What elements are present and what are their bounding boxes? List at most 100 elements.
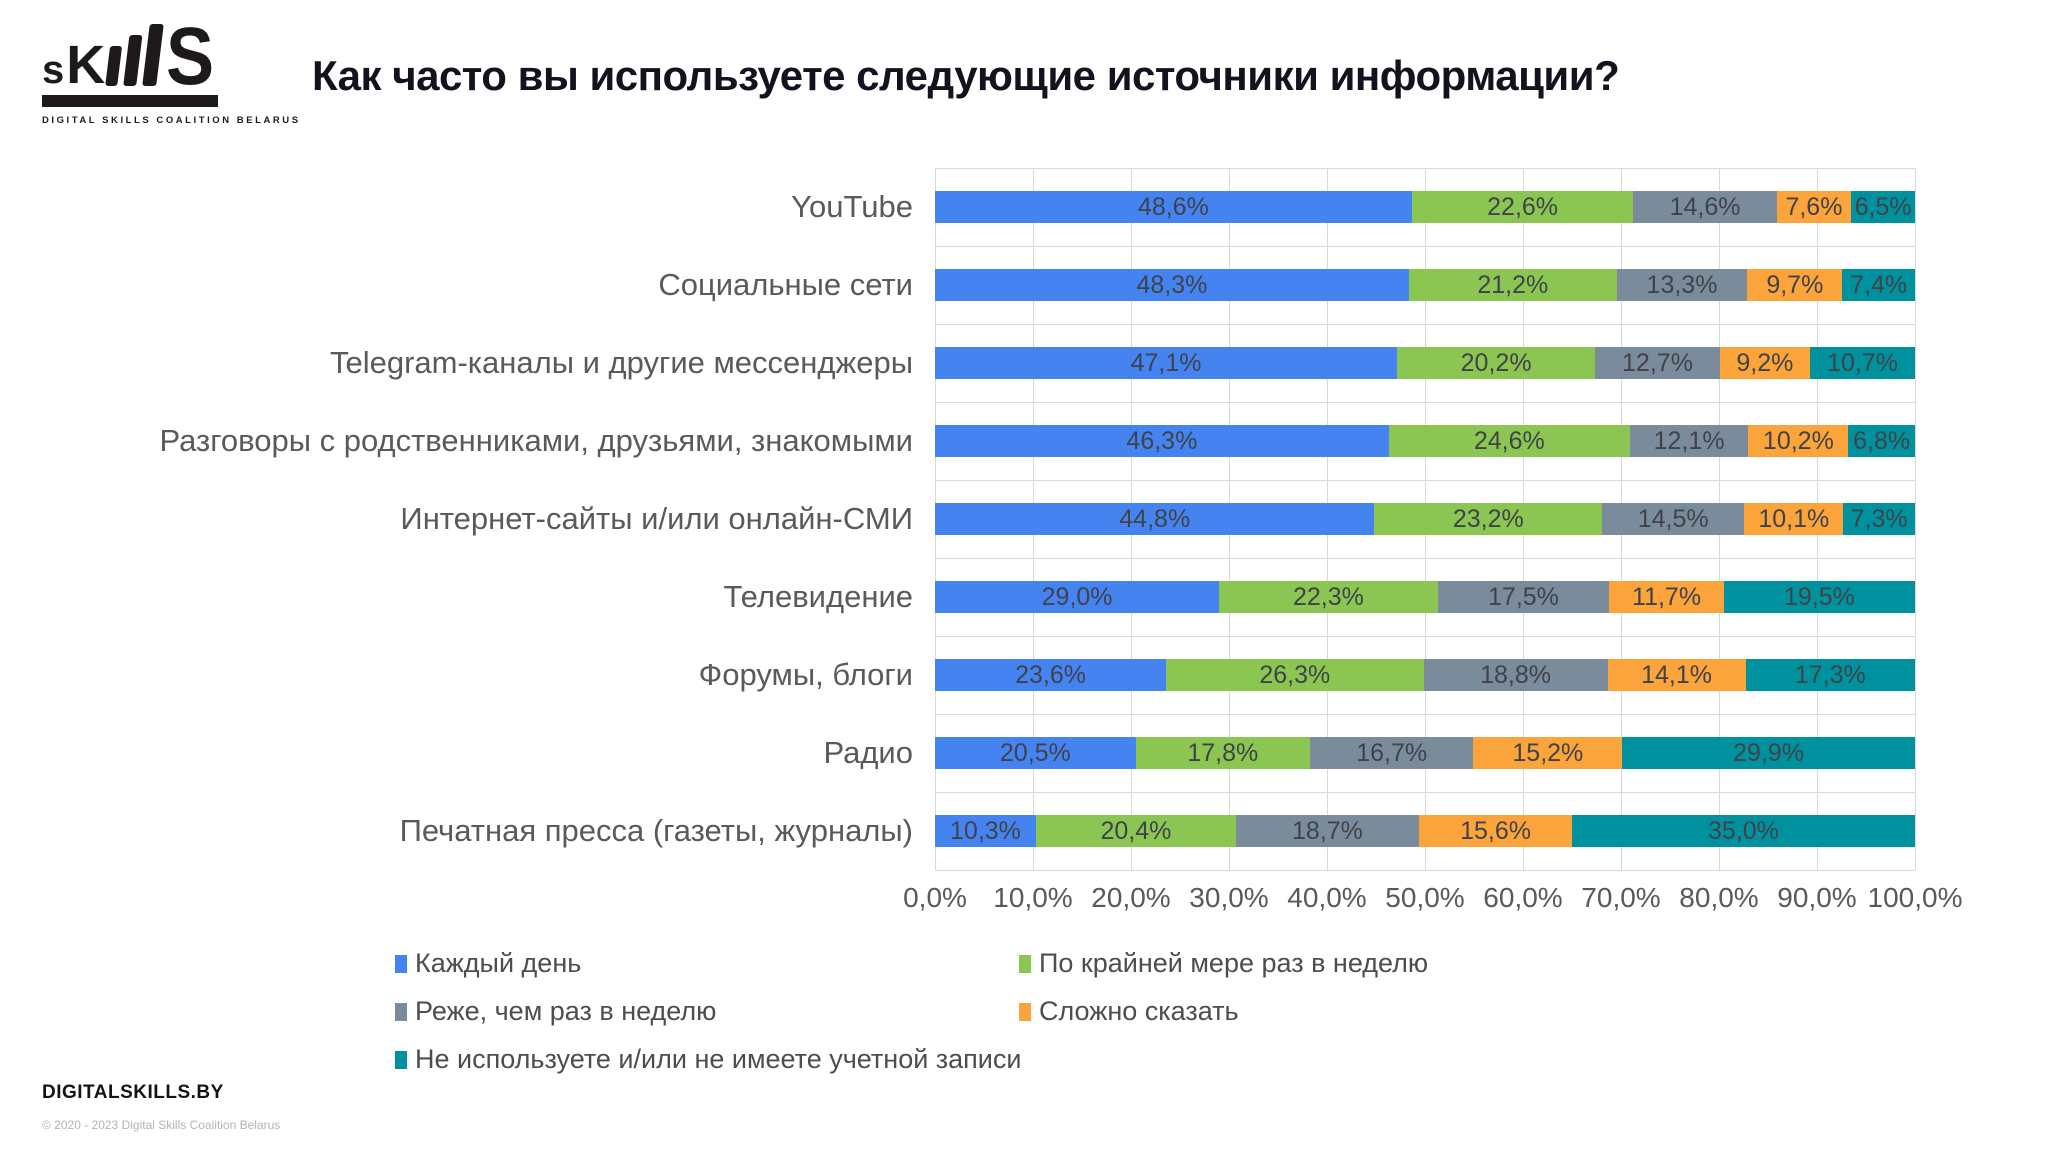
bar-value-label: 46,3% <box>1126 426 1198 455</box>
bar-segment: 14,1% <box>1607 659 1746 691</box>
row-label: Форумы, блоги <box>698 657 913 692</box>
row-label: Социальные сети <box>658 267 913 302</box>
legend-marker-icon <box>395 954 407 973</box>
row-track: 20,5% 17,8% 16,7% 15,2% 29,9% <box>935 737 1915 769</box>
bar-segment: 48,3% <box>935 269 1409 301</box>
logo-letter-big-s: S <box>166 10 214 102</box>
bar-segment: 7,4% <box>1842 269 1915 301</box>
legend-marker-icon <box>395 1050 407 1069</box>
bar-value-label: 22,6% <box>1487 192 1559 221</box>
bar-segment: 29,9% <box>1622 737 1915 769</box>
gridline-horizontal <box>935 558 1915 559</box>
bar-segment: 10,1% <box>1744 503 1844 535</box>
bar-segment: 20,5% <box>935 737 1136 769</box>
logo-bars-icon <box>105 24 165 86</box>
row-label: Радио <box>823 735 913 770</box>
bar-segment: 29,0% <box>935 581 1220 613</box>
bar-value-label: 6,8% <box>1853 426 1911 455</box>
bar-value-label: 20,5% <box>999 738 1071 767</box>
row-track: 46,3% 24,6% 12,1% 10,2% 6,8% <box>935 425 1915 457</box>
legend-item: Не используете и/или не имеете учетной з… <box>395 1044 1021 1075</box>
logo-underline <box>42 95 218 107</box>
bar-segment: 10,2% <box>1748 425 1849 457</box>
bar-segment: 20,2% <box>1397 347 1596 379</box>
bar-value-label: 26,3% <box>1259 660 1331 689</box>
bar-segment: 44,8% <box>935 503 1375 535</box>
bar-value-label: 11,7% <box>1632 582 1702 611</box>
bar-segment: 9,2% <box>1719 347 1811 379</box>
gridline-vertical <box>1915 168 1916 870</box>
logo-letter-s: s <box>42 47 64 92</box>
bar-segment: 6,5% <box>1851 191 1915 223</box>
chart-row: YouTube 48,6% 22,6% 14,6% 7,6% 6,5% <box>38 168 1915 246</box>
chart-row: Разговоры с родственниками, друзьями, зн… <box>38 402 1915 480</box>
bar-segment: 16,7% <box>1309 737 1474 769</box>
row-track: 47,1% 20,2% 12,7% 9,2% 10,7% <box>935 347 1915 379</box>
bar-segment: 17,8% <box>1135 737 1310 769</box>
bar-value-label: 15,2% <box>1512 738 1584 767</box>
gridline-horizontal <box>935 168 1915 169</box>
legend-item: Сложно сказать <box>1019 996 1428 1027</box>
legend-label: Реже, чем раз в неделю <box>415 996 717 1026</box>
bar-value-label: 10,2% <box>1762 426 1834 455</box>
row-track: 48,3% 21,2% 13,3% 9,7% 7,4% <box>935 269 1915 301</box>
bar-segment: 48,6% <box>935 191 1412 223</box>
bar-value-label: 23,2% <box>1452 504 1524 533</box>
bar-segment: 10,7% <box>1810 347 1915 379</box>
bar-value-label: 35,0% <box>1708 816 1779 845</box>
row-track: 23,6% 26,3% 18,8% 14,1% 17,3% <box>935 659 1915 691</box>
bar-value-label: 16,7% <box>1356 738 1428 767</box>
bar-value-label: 19,5% <box>1783 582 1855 611</box>
bar-value-label: 15,6% <box>1460 816 1531 845</box>
bar-value-label: 7,4% <box>1850 270 1908 299</box>
x-axis: 0,0% 10,0% 20,0% 30,0% 40,0% 50,0% 60,0% 70,0% 8… <box>903 882 1962 918</box>
row-track: 10,3% 20,4% 18,7% 15,6% 35,0% <box>935 815 1915 847</box>
bar-segment: 14,6% <box>1633 191 1777 223</box>
gridline-horizontal <box>935 792 1915 793</box>
legend-marker-icon <box>1019 1002 1031 1021</box>
bar-segment: 15,6% <box>1419 815 1572 847</box>
bar-segment: 6,8% <box>1848 425 1915 457</box>
chart-row: Радио 20,5% 17,8% 16,7% 15,2% 29,9% <box>38 714 1915 792</box>
bar-segment: 26,3% <box>1166 659 1424 691</box>
x-axis-tick-label: 50,0% <box>1385 882 1465 913</box>
bar-value-label: 29,0% <box>1041 582 1113 611</box>
x-axis-tick-label: 30,0% <box>1189 882 1269 913</box>
bar-segment: 24,6% <box>1388 425 1630 457</box>
bar-segment: 17,5% <box>1437 581 1610 613</box>
legend-label: Сложно сказать <box>1039 996 1239 1026</box>
logo: s K S DIGITAL SKILLS COALITION BELARUS <box>42 10 298 126</box>
bar-segment: 23,6% <box>935 659 1167 691</box>
bar-value-label: 14,5% <box>1637 504 1709 533</box>
bar-value-label: 9,2% <box>1736 348 1794 377</box>
x-axis-tick-label: 100,0% <box>1867 882 1963 913</box>
stacked-bar-chart: YouTube 48,6% 22,6% 14,6% 7,6% 6,5% Социальные… <box>38 168 1962 913</box>
bar-segment: 12,1% <box>1629 425 1749 457</box>
bar-value-label: 9,7% <box>1766 270 1824 299</box>
bar-value-label: 24,6% <box>1473 426 1545 455</box>
row-track: 44,8% 23,2% 14,5% 10,1% 7,3% <box>935 503 1915 535</box>
bar-value-label: 10,3% <box>950 816 1021 845</box>
bar-value-label: 44,8% <box>1119 504 1191 533</box>
legend-item: По крайней мере раз в неделю <box>1019 948 1428 979</box>
logo-letter-k: K <box>66 35 105 96</box>
bar-segment: 7,3% <box>1843 503 1915 535</box>
row-track: 29,0% 22,3% 17,5% 11,7% 19,5% <box>935 581 1915 613</box>
bar-value-label: 17,3% <box>1794 660 1866 689</box>
gridline-horizontal <box>935 636 1915 637</box>
bar-segment: 18,7% <box>1235 815 1420 847</box>
bar-value-label: 10,7% <box>1827 348 1898 377</box>
bar-segment: 17,3% <box>1745 659 1915 691</box>
legend-item: Реже, чем раз в неделю <box>395 996 1019 1027</box>
gridline-horizontal <box>935 324 1915 325</box>
bar-segment: 21,2% <box>1408 269 1617 301</box>
bar-segment: 20,4% <box>1035 815 1236 847</box>
bar-value-label: 48,3% <box>1136 270 1208 299</box>
gridline-horizontal <box>935 402 1915 403</box>
bar-value-label: 22,3% <box>1293 582 1364 611</box>
bar-value-label: 18,8% <box>1480 660 1551 689</box>
row-label: Интернет-сайты и/или онлайн-СМИ <box>400 501 913 536</box>
bar-value-label: 18,7% <box>1292 816 1363 845</box>
bar-value-label: 20,4% <box>1100 816 1172 845</box>
row-label: Печатная пресса (газеты, журналы) <box>399 813 913 848</box>
